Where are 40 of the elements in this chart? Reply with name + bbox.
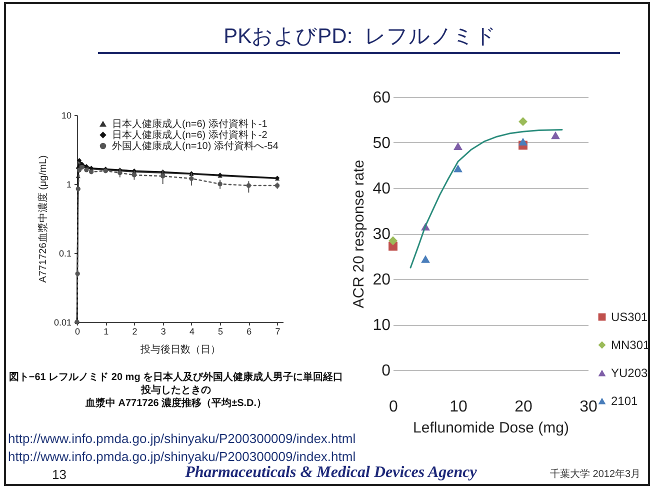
text: http://www.info.pmda.go.jp/shinyaku/P200300009/index.html — [8, 448, 356, 465]
y-axis-title: ACR 20 response rate — [350, 160, 368, 308]
x-tick-label: 6 — [246, 326, 252, 336]
x-tick-label: 5 — [218, 326, 224, 336]
legend-label: 日本人健康成人(n=6) 添付資料ト-1 — [112, 118, 268, 130]
y-tick-label: 0 — [382, 362, 391, 380]
x-axis-title: 投与後日数（日） — [140, 344, 220, 356]
x-tick-label: 1 — [104, 326, 109, 336]
y-tick-label: 1 — [66, 180, 72, 190]
y-tick-label: 20 — [372, 272, 391, 288]
x-tick-label: 10 — [450, 398, 468, 416]
x-tick-label: 30 — [580, 398, 598, 416]
legend-label: 2101 — [611, 394, 638, 408]
text: 血漿中 A771726 濃度推移（平均±S.D.） — [84, 397, 268, 410]
legend-label: YU203 — [611, 366, 648, 380]
y-tick-label: 0.1 — [58, 248, 72, 258]
x-tick-label: 20 — [514, 398, 532, 416]
text: 図ト−61 レフルノミド 20 mg を日本人及び外国人健康成人男子に単回経口投与したときの — [8, 371, 344, 397]
text: 千葉大学 2012年3月 — [550, 468, 641, 481]
y-tick-label: 10 — [61, 110, 72, 120]
x-tick-label: 3 — [160, 326, 166, 336]
y-tick-label: 60 — [372, 90, 391, 106]
text: PKおよびPD: レフルノミド — [222, 24, 498, 50]
y-axis-title: A771726血漿中濃度 (μg/mL) — [36, 155, 49, 283]
legend-label: 日本人健康成人(n=6) 添付資料ト-2 — [112, 129, 268, 141]
x-tick-label: 4 — [189, 326, 194, 336]
y-tick-label: 30 — [372, 226, 391, 243]
legend-label: MN301 — [611, 338, 650, 352]
y-tick-label: 0.01 — [54, 318, 72, 328]
x-tick-label: 2 — [132, 326, 138, 336]
x-tick-label: 7 — [275, 326, 280, 336]
x-tick-label: 0 — [74, 326, 80, 336]
legend-label: 外国人健康成人(n=10) 添付資料へ-54 — [112, 140, 279, 152]
y-tick-label: 40 — [372, 180, 391, 198]
text: http://www.info.pmda.go.jp/shinyaku/P200300009/index.html — [8, 430, 356, 447]
x-axis-title: Leflunomide Dose (mg) — [413, 420, 569, 436]
legend-label: US301 — [611, 310, 648, 324]
y-tick-label: 50 — [372, 135, 391, 152]
text: 13 — [52, 466, 66, 483]
text: Pharmaceuticals & Medical Devices Agency — [184, 464, 478, 483]
